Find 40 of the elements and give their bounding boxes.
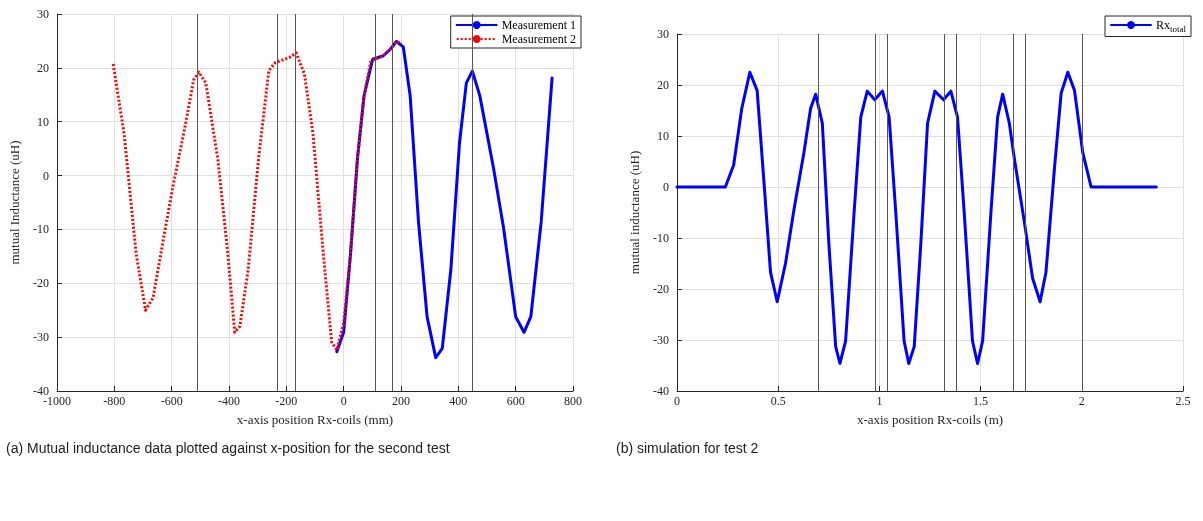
x-tick-label: -800	[103, 394, 126, 408]
line-series	[111, 39, 404, 352]
y-tick-label: 20	[37, 60, 49, 75]
x-tick-label: 800	[564, 394, 582, 408]
x-tick-label: 0	[674, 394, 680, 408]
text: (b) simulation for test 2	[615, 439, 760, 458]
y-axis-title: mutual inductance (uH)	[627, 150, 642, 275]
x-tick-label: 2	[1078, 394, 1085, 408]
x-tick-label: 400	[449, 394, 468, 408]
x-tick-label: 200	[392, 394, 410, 408]
line-series	[675, 70, 1158, 365]
text: (a) Mutual inductance data plotted against x-position for the second test	[5, 439, 451, 458]
y-tick-label: 0	[43, 168, 49, 183]
x-tick-label: -400	[218, 394, 240, 408]
y-tick-label: -20	[653, 282, 669, 296]
y-tick-label: -20	[33, 276, 49, 291]
y-tick-label: -40	[653, 384, 669, 398]
x-tick-label: -200	[275, 394, 298, 408]
y-tick-label: 0	[663, 180, 669, 194]
x-axis-title: x-axis position Rx-coils (mm)	[236, 412, 394, 427]
y-tick-label: 30	[657, 27, 669, 41]
x-tick-label: 0	[340, 394, 347, 408]
legend-label: Measurement 2	[501, 32, 576, 46]
x-tick-label: 0.5	[770, 394, 786, 408]
y-tick-label: 10	[657, 129, 669, 143]
x-tick-label: 600	[506, 394, 525, 408]
legend-label: Measurement 1	[501, 18, 576, 32]
y-tick-label: -10	[33, 222, 49, 237]
x-tick-label: 2.5	[1175, 394, 1191, 408]
y-tick-label: 30	[37, 7, 49, 21]
x-tick-label: 1.5	[973, 394, 989, 408]
y-tick-label: -30	[33, 330, 49, 345]
x-tick-label: 1	[876, 394, 883, 408]
x-axis-title: x-axis position Rx-coils (m)	[856, 412, 1004, 427]
y-tick-label: 10	[37, 114, 49, 129]
y-tick-label: -30	[653, 333, 669, 347]
y-axis-title: mutual Inductance (uH)	[7, 140, 22, 265]
y-tick-label: 20	[657, 78, 669, 92]
x-tick-label: -600	[160, 394, 183, 408]
y-tick-label: -10	[653, 231, 669, 245]
